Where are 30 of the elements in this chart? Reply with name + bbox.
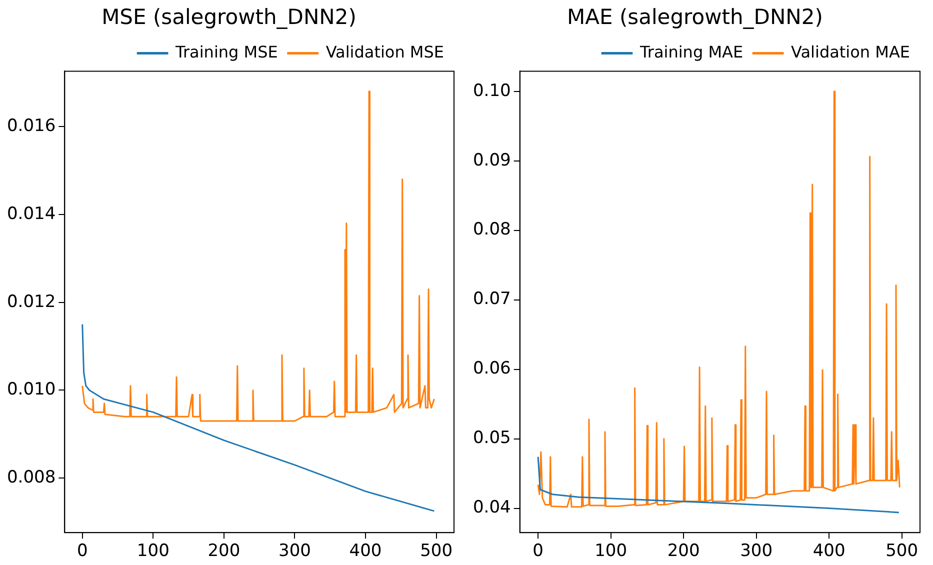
y-tick-label: 0.014 <box>6 204 56 224</box>
chart-title: MAE (salegrowth_DNN2) <box>567 5 823 30</box>
y-tick-label: 0.08 <box>472 220 511 240</box>
y-tick-label: 0.012 <box>6 292 56 312</box>
x-tick-label: 0 <box>76 541 88 562</box>
y-tick-label: 0.04 <box>472 498 511 518</box>
x-tick-label: 100 <box>136 541 170 562</box>
x-tick-label: 200 <box>667 541 700 562</box>
y-tick-label: 0.008 <box>6 468 56 488</box>
chart-title: MSE (salegrowth_DNN2) <box>102 5 356 30</box>
x-tick-label: 200 <box>208 541 240 562</box>
y-tick-label: 0.016 <box>6 116 56 136</box>
y-tick-label: 0.09 <box>472 150 511 170</box>
legend-label: Validation MAE <box>791 42 910 62</box>
y-tick-label: 0.10 <box>472 80 511 101</box>
x-tick-label: 0 <box>532 541 544 562</box>
y-tick-label: 0.06 <box>472 358 511 379</box>
x-tick-label: 400 <box>349 541 382 562</box>
x-tick-label: 400 <box>812 541 846 562</box>
x-tick-label: 500 <box>420 541 453 562</box>
y-tick-label: 0.010 <box>6 380 56 400</box>
x-tick-label: 100 <box>594 541 628 562</box>
x-tick-label: 300 <box>278 541 311 562</box>
legend-label: Validation MSE <box>326 42 444 62</box>
x-tick-label: 500 <box>886 541 918 562</box>
y-tick-label: 0.05 <box>472 428 511 448</box>
y-tick-label: 0.07 <box>472 289 511 310</box>
legend-label: Training MSE <box>174 42 278 62</box>
x-tick-label: 300 <box>740 541 773 562</box>
legend-label: Training MAE <box>638 42 744 62</box>
